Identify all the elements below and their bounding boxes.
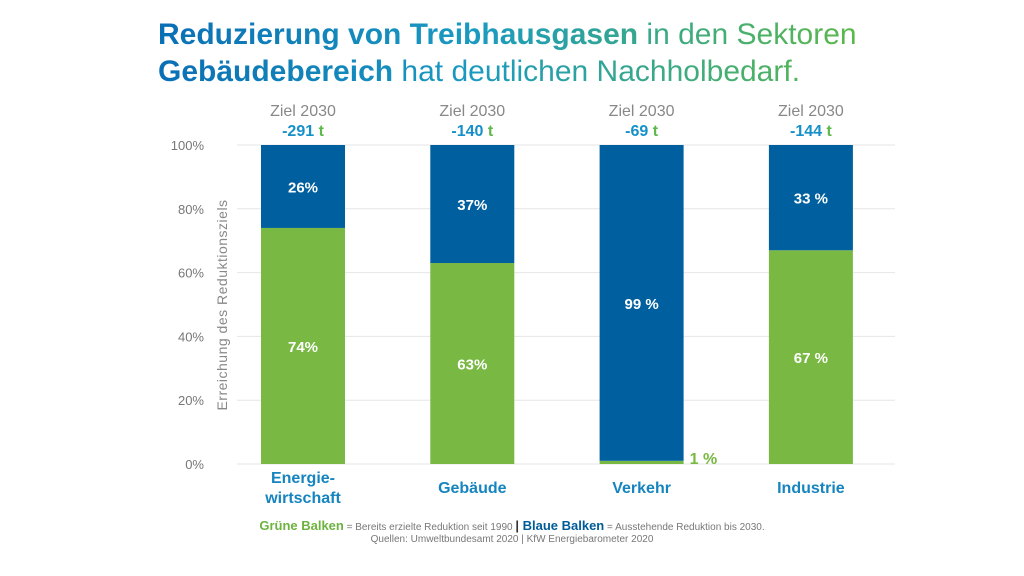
- category-label: Energie-: [271, 470, 335, 487]
- category-label: Industrie: [777, 480, 845, 497]
- bar-blue: [261, 145, 345, 228]
- target-label: Ziel 2030: [609, 103, 675, 120]
- legend-separator: |: [515, 518, 519, 533]
- legend: Grüne Balken = Bereits erzielte Reduktio…: [0, 518, 1024, 533]
- y-axis-label: Erreichung des Reduktionsziels: [214, 199, 230, 410]
- category-label: Verkehr: [612, 480, 671, 497]
- bar-blue: [599, 145, 684, 461]
- data-label-blue: 33 %: [794, 191, 828, 208]
- bar-green: [768, 250, 853, 464]
- data-label-green: 1 %: [690, 451, 718, 468]
- legend-green-desc: = Bereits erzielte Reduktion seit 1990: [343, 522, 516, 533]
- bar-green: [261, 227, 345, 464]
- data-label-blue: 37%: [457, 197, 487, 214]
- y-tick-label: 40%: [178, 329, 204, 344]
- data-label-green: 67 %: [794, 350, 828, 367]
- y-tick-label: 60%: [178, 266, 204, 281]
- bar-blue: [430, 145, 515, 264]
- legend-green: Grüne Balken: [259, 518, 344, 533]
- source-note: Quellen: Umweltbundesamt 2020 | KfW Ener…: [370, 534, 654, 545]
- target-value: -291 t: [282, 123, 324, 140]
- data-label-blue: 99 %: [624, 296, 658, 313]
- y-tick-label: 100%: [171, 138, 205, 153]
- legend-blue-desc: = Ausstehende Reduktion bis 2030.: [604, 522, 765, 533]
- target-label: Ziel 2030: [778, 103, 844, 120]
- y-tick-label: 20%: [178, 393, 204, 408]
- y-tick-label: 0%: [185, 457, 204, 472]
- category-label: wirtschaft: [264, 490, 341, 507]
- target-label: Ziel 2030: [270, 103, 336, 120]
- data-label-green: 74%: [288, 339, 318, 356]
- bar-green: [599, 460, 684, 464]
- target-label: Ziel 2030: [439, 103, 505, 120]
- bar-green: [430, 263, 515, 464]
- data-label-blue: 26%: [288, 179, 318, 196]
- target-value: -69 t: [625, 123, 659, 140]
- target-value: -140 t: [451, 123, 493, 140]
- category-label: Gebäude: [438, 480, 507, 497]
- target-value: -144 t: [790, 123, 832, 140]
- y-tick-label: 80%: [178, 202, 204, 217]
- bar-blue: [768, 145, 853, 251]
- legend-blue: Blaue Balken: [518, 518, 605, 533]
- data-label-green: 63%: [457, 357, 487, 374]
